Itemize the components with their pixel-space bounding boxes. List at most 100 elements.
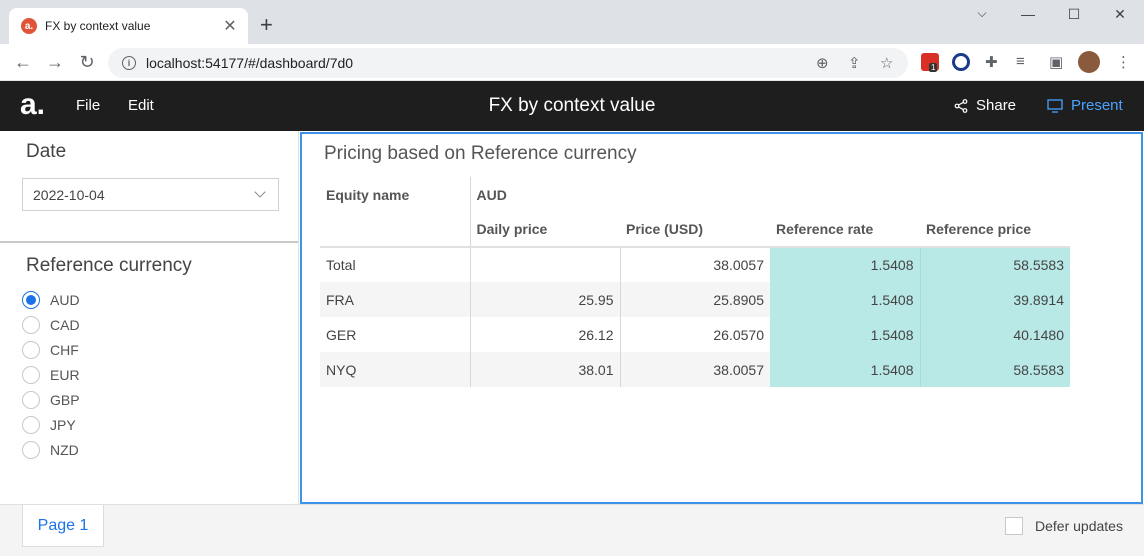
more-menu-icon[interactable]: ⋮	[1116, 54, 1131, 71]
table-row[interactable]: NYQ 38.01 38.0057 1.5408 58.5583	[320, 352, 1070, 387]
monitor-icon	[1047, 98, 1063, 113]
radio-button[interactable]	[22, 415, 40, 434]
zoom-icon[interactable]: ⊕	[816, 55, 829, 72]
browser-toolbar: ← → ↻ i localhost:54177/#/dashboard/7d0 …	[0, 44, 1144, 81]
new-tab-icon[interactable]: +	[260, 12, 273, 37]
column-group-header[interactable]: AUD	[469, 177, 1070, 212]
date-filter: Date 2022-10-04	[0, 131, 298, 243]
radio-button[interactable]	[22, 390, 40, 409]
share-icon	[954, 98, 968, 113]
page-tab[interactable]: Page 1	[22, 505, 104, 547]
row-name: FRA	[326, 291, 354, 308]
tab-title: FX by context value	[45, 19, 151, 33]
reload-icon[interactable]: ↻	[79, 52, 95, 72]
empty-header-cell	[320, 212, 470, 248]
dashboard-title: FX by context value	[488, 95, 656, 116]
present-label: Present	[1071, 97, 1123, 114]
extension-ring-icon[interactable]	[952, 53, 970, 71]
radio-option-cad[interactable]: CAD	[22, 312, 298, 337]
cell-daily-price: 25.95	[469, 282, 620, 317]
share-page-icon[interactable]: ⇪	[848, 55, 861, 72]
row-name: NYQ	[326, 361, 357, 378]
url-text: localhost:54177/#/dashboard/7d0	[146, 55, 354, 71]
cell-price-usd: 38.0057	[619, 247, 770, 282]
column-header-row: Daily price Price (USD) Reference rate R…	[320, 212, 1070, 248]
radio-label: NZD	[50, 441, 79, 458]
radio-button-selected[interactable]	[22, 290, 40, 309]
column-header-reference-price[interactable]: Reference price	[920, 212, 1070, 248]
cell-reference-rate: 1.5408	[770, 352, 920, 387]
radio-button[interactable]	[22, 440, 40, 459]
close-window-icon[interactable]: ✕	[1114, 6, 1126, 22]
present-button[interactable]: Present	[1047, 97, 1123, 114]
share-label: Share	[976, 97, 1017, 114]
cell-reference-price: 39.8914	[919, 282, 1070, 317]
favicon-icon: a.	[21, 18, 37, 34]
cell-reference-price: 40.1480	[919, 317, 1070, 352]
table-row[interactable]: FRA 25.95 25.8905 1.5408 39.8914	[320, 282, 1070, 317]
media-control-icon[interactable]: ≡	[1016, 53, 1025, 70]
radio-button[interactable]	[22, 315, 40, 334]
reference-currency-title: Reference currency	[26, 255, 192, 276]
column-header-price-usd[interactable]: Price (USD)	[620, 212, 770, 248]
side-panel-icon[interactable]: ▣	[1049, 54, 1064, 71]
radio-option-jpy[interactable]: JPY	[22, 412, 298, 437]
cell-reference-rate: 1.5408	[770, 282, 920, 317]
date-filter-title: Date	[26, 141, 67, 162]
share-button[interactable]: Share	[954, 97, 1016, 114]
radio-label: JPY	[50, 416, 76, 433]
radio-button[interactable]	[22, 340, 40, 359]
forward-icon[interactable]: →	[46, 52, 64, 72]
close-tab-icon[interactable]: ✕	[223, 18, 237, 35]
cell-reference-rate: 1.5408	[770, 247, 920, 282]
profile-avatar[interactable]	[1078, 51, 1100, 73]
app-logo: a.	[20, 88, 46, 121]
maximize-icon[interactable]: ☐	[1067, 6, 1081, 22]
pivot-table-widget[interactable]: Pricing based on Reference currency Equi…	[300, 132, 1143, 504]
radio-option-aud[interactable]: AUD	[22, 287, 298, 312]
menu-edit[interactable]: Edit	[128, 97, 154, 114]
radio-option-chf[interactable]: CHF	[22, 337, 298, 362]
reference-currency-filter: Reference currency AUD CAD CHF EUR GBP J…	[0, 243, 298, 462]
menu-file[interactable]: File	[76, 97, 101, 114]
date-dropdown[interactable]: 2022-10-04	[22, 178, 279, 211]
radio-label: AUD	[50, 291, 80, 308]
table-row[interactable]: GER 26.12 26.0570 1.5408 40.1480	[320, 317, 1070, 352]
minimize-icon[interactable]: —	[1021, 6, 1035, 22]
radio-button[interactable]	[22, 365, 40, 384]
defer-updates-checkbox[interactable]	[1005, 517, 1023, 535]
column-group-header-row: Equity name AUD	[320, 177, 1070, 212]
site-info-icon[interactable]: i	[122, 56, 136, 70]
table-row-total[interactable]: Total 38.0057 1.5408 58.5583	[320, 247, 1070, 282]
radio-option-nzd[interactable]: NZD	[22, 437, 298, 462]
widget-title: Pricing based on Reference currency	[324, 143, 637, 164]
browser-tab[interactable]: a. FX by context value ✕	[9, 8, 248, 44]
radio-label: CHF	[50, 341, 79, 358]
row-header-equity-name[interactable]: Equity name	[326, 186, 410, 203]
extension-icon[interactable]: 1	[921, 53, 939, 72]
radio-label: CAD	[50, 316, 80, 333]
filter-sidebar: Date 2022-10-04 Reference currency AUD C…	[0, 131, 299, 504]
radio-option-gbp[interactable]: GBP	[22, 387, 298, 412]
cell-daily-price: 38.01	[469, 352, 620, 387]
extensions-puzzle-icon[interactable]: ✚	[985, 54, 998, 71]
defer-updates-toggle[interactable]: Defer updates	[1005, 517, 1123, 535]
page-footer: Page 1 Defer updates	[0, 504, 1144, 556]
cell-price-usd: 25.8905	[619, 282, 770, 317]
cell-reference-price: 58.5583	[919, 352, 1070, 387]
bookmark-star-icon[interactable]: ☆	[880, 55, 894, 72]
column-header-daily-price[interactable]: Daily price	[469, 212, 620, 248]
radio-label: GBP	[50, 391, 80, 408]
column-header-reference-rate[interactable]: Reference rate	[770, 212, 920, 248]
address-bar[interactable]: i localhost:54177/#/dashboard/7d0 ⊕ ⇪ ☆	[108, 48, 908, 78]
radio-label: EUR	[50, 366, 80, 383]
back-icon[interactable]: ←	[14, 52, 32, 72]
chevron-down-icon	[254, 186, 266, 198]
app-header: a. File Edit FX by context value Share P…	[0, 81, 1144, 131]
date-value: 2022-10-04	[33, 186, 105, 203]
extension-badge: 1	[929, 63, 938, 72]
radio-option-eur[interactable]: EUR	[22, 362, 298, 387]
tab-search-icon[interactable]: ⌵	[977, 6, 987, 20]
cell-reference-rate: 1.5408	[770, 317, 920, 352]
defer-updates-label: Defer updates	[1035, 518, 1123, 534]
